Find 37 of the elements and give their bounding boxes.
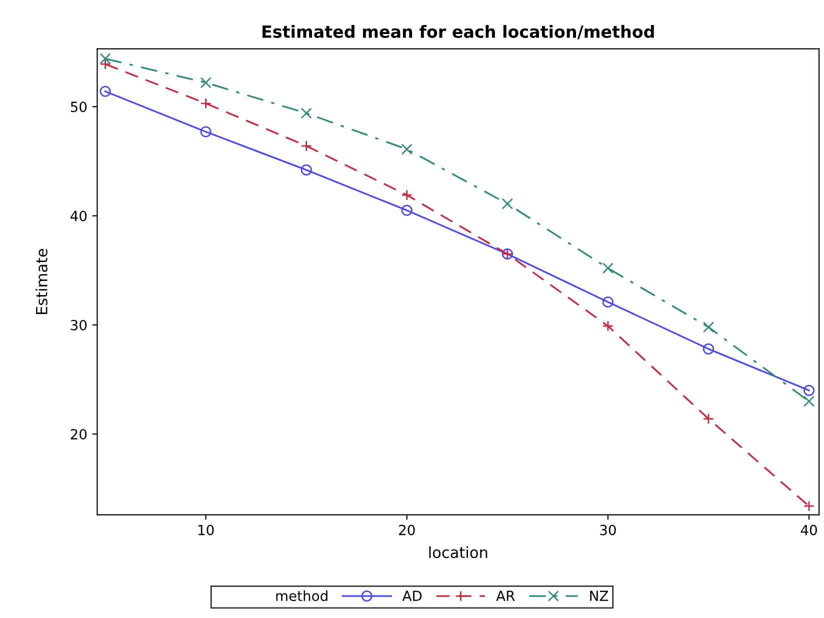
point xyxy=(803,384,815,396)
point xyxy=(401,144,412,155)
x-tick-label: 30 xyxy=(600,524,616,536)
point xyxy=(100,58,111,70)
y-tick-label: 40 xyxy=(70,210,87,222)
point xyxy=(200,126,212,138)
point xyxy=(602,262,614,274)
y-tick-label: 50 xyxy=(70,102,87,112)
point xyxy=(401,204,412,216)
legend-label: NZ xyxy=(590,590,608,601)
point xyxy=(100,86,111,97)
legend-label: AD xyxy=(402,590,422,601)
point xyxy=(200,98,212,109)
point xyxy=(803,500,815,512)
chart-title: Estimated mean for each location/method xyxy=(262,25,654,40)
point xyxy=(602,320,614,332)
point xyxy=(300,108,312,119)
x-tick-label: 40 xyxy=(800,524,817,536)
legend-title: method xyxy=(276,590,328,602)
point xyxy=(702,413,714,424)
point xyxy=(702,322,714,333)
point xyxy=(300,140,312,152)
point xyxy=(803,396,815,407)
point xyxy=(602,296,614,308)
y-tick-label: 30 xyxy=(70,320,87,330)
point xyxy=(502,198,513,210)
point xyxy=(702,343,714,354)
legend-label: AR xyxy=(496,590,515,601)
point xyxy=(401,189,412,201)
x-tick-label: 10 xyxy=(198,524,214,536)
y-tick-label: 20 xyxy=(70,429,87,440)
point xyxy=(200,77,212,88)
point xyxy=(100,53,111,64)
y-axis-title: Estimate xyxy=(36,248,48,314)
x-axis-title: location xyxy=(429,546,488,558)
x-tick-label: 20 xyxy=(399,524,415,536)
point xyxy=(300,164,312,176)
